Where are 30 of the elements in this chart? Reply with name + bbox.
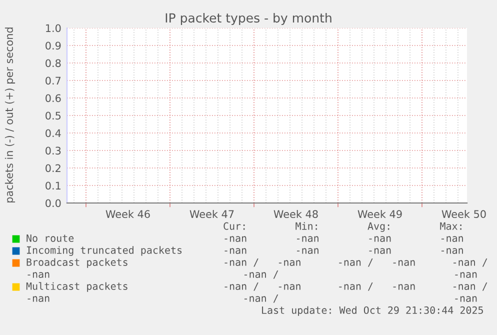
x-tick-label: Week 48: [274, 210, 318, 218]
legend-label: No route: [26, 234, 74, 242]
x-tick-label: Week 47: [190, 210, 234, 218]
chart-title: IP packet types - by month: [166, 12, 332, 26]
legend-label: Incoming truncated packets: [26, 246, 182, 256]
text: Cur: Min: Avg: Max:: [224, 222, 462, 232]
y-tick-label: 0.4: [46, 129, 61, 138]
x-tick-label: Week 50: [442, 210, 486, 218]
text: -nan -nan / -nan: [28, 294, 477, 303]
text: -nan / -nan -nan / -nan -nan /: [224, 258, 488, 267]
x-tick-label: Week 49: [358, 210, 402, 218]
text: Last update: Wed Oct 29 21:30:44 2025: [262, 306, 483, 316]
text: -nan / -nan -nan / -nan -nan /: [224, 282, 488, 291]
y-tick-label: 0.0: [46, 199, 61, 208]
y-tick-label: 1.0: [46, 24, 61, 32]
legend-label: Broadcast packets: [26, 258, 128, 268]
legend-label: Multicast packets: [26, 282, 128, 292]
y-tick-label: 0.2: [46, 164, 60, 172]
y-axis-title: packets in (-) / out (+) per second: [4, 28, 16, 202]
y-tick-label: 0.6: [46, 94, 61, 102]
y-tick-label: 0.1: [46, 182, 60, 190]
y-tick-label: 0.3: [46, 146, 61, 155]
y-tick-label: 0.5: [46, 112, 61, 120]
text: -nan -nan -nan -nan: [224, 248, 463, 254]
y-tick-label: 0.7: [46, 76, 61, 85]
y-tick-label: 0.8: [46, 59, 61, 68]
x-tick-label: Week 46: [106, 210, 150, 218]
text: -nan -nan -nan -nan: [224, 236, 463, 242]
y-tick-label: 0.9: [46, 42, 61, 50]
text: -nan -nan / -nan: [28, 270, 477, 279]
